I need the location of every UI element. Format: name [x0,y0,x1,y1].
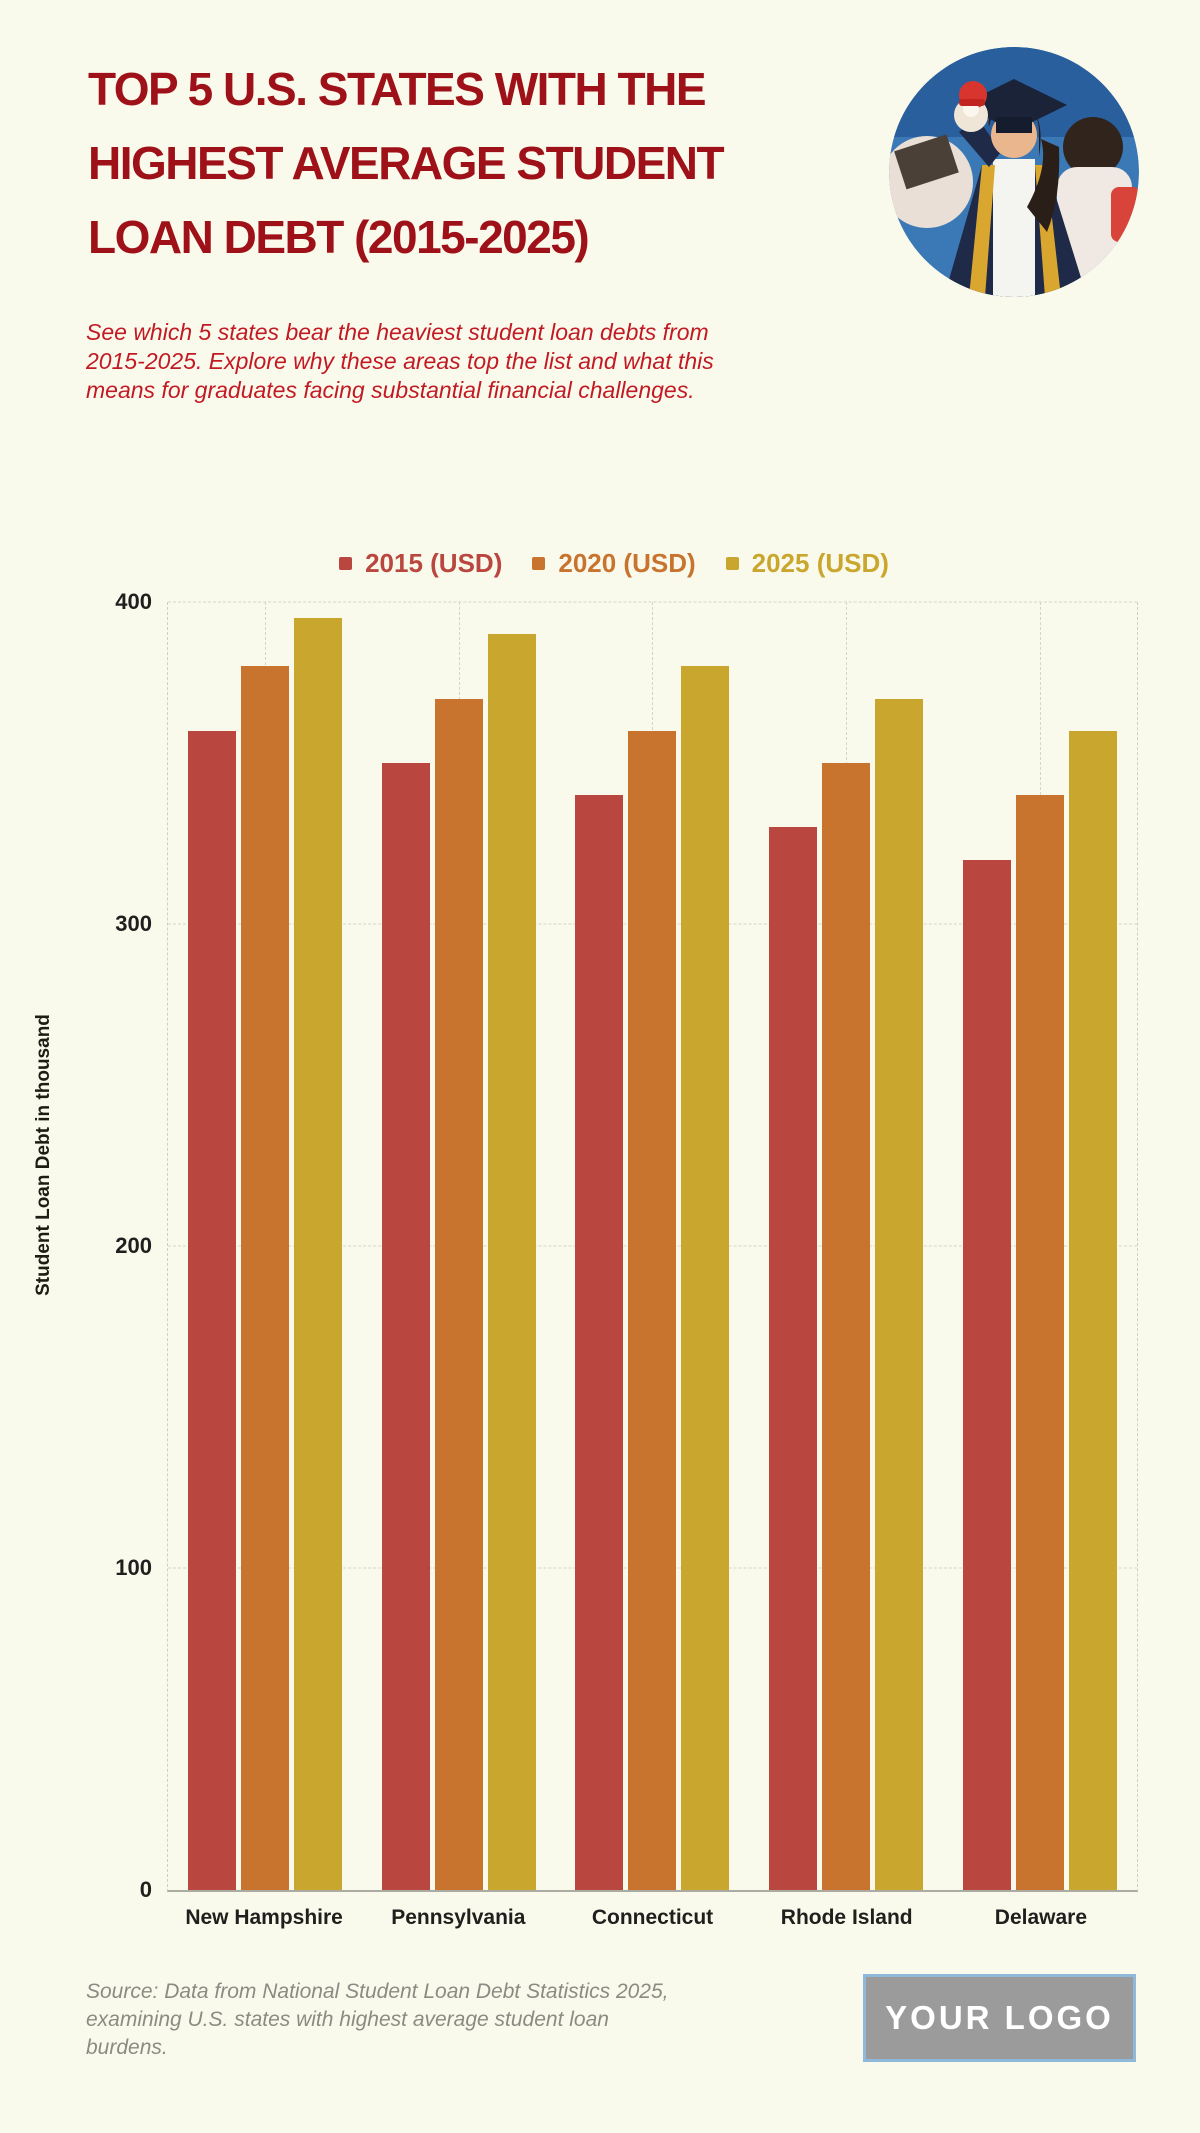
bar-new-hampshire-2015-usd [187,730,236,1890]
bar-connecticut-2015-usd [575,795,624,1890]
legend-item-2020-usd: 2020 (USD) [532,547,696,579]
bar-group-connecticut [556,602,750,1890]
bar-rhode-island-2015-usd [769,827,818,1890]
x-label-delaware: Delaware [994,1906,1088,1929]
y-tick-100: 100 [115,1555,152,1580]
chart-legend: 2015 (USD) 2020 (USD) 2025 (USD) [90,545,1138,581]
bar-group-delaware [943,602,1137,1890]
logo-placeholder: YOUR LOGO [863,1974,1136,2062]
bar-delaware-2020-usd [1016,795,1065,1890]
x-label-pennsylvania: Pennsylvania [391,1906,526,1929]
title-line-3: LOAN DEBT (2015-2025) [88,211,590,263]
x-label-rhode-island: Rhode Island [780,1906,913,1929]
bar-new-hampshire-2020-usd [240,666,289,1890]
bar-groups [168,602,1137,1890]
bar-delaware-2025-usd [1069,730,1118,1890]
bars-delaware [943,602,1137,1890]
y-axis-title: Student Loan Debt in thousand [33,1014,54,1296]
legend-swatch-icon [339,556,353,570]
bar-delaware-2015-usd [963,859,1012,1890]
bars-pennsylvania [362,602,556,1890]
bar-pennsylvania-2015-usd [381,763,430,1890]
bars-rhode-island [749,602,943,1890]
bar-rhode-island-2025-usd [875,698,924,1890]
bar-pennsylvania-2020-usd [434,698,483,1890]
bar-pennsylvania-2025-usd [487,634,536,1890]
x-axis-labels: New Hampshire Pennsylvania Connecticut Rhod… [167,1906,1138,1930]
legend-label: 2020 (USD) [558,547,696,578]
title-line-1: TOP 5 U.S. STATES WITH THE [88,63,707,115]
legend-label: 2015 (USD) [365,547,503,578]
bar-group-pennsylvania [362,602,556,1890]
bar-group-rhode-island [749,602,943,1890]
title-line-2: HIGHEST AVERAGE STUDENT [88,137,725,189]
y-tick-300: 300 [115,911,152,936]
legend-item-2025-usd: 2025 (USD) [725,547,889,579]
legend-item-2015-usd: 2015 (USD) [339,548,502,579]
legend-swatch-icon [532,556,546,570]
y-tick-400: 400 [115,589,152,614]
bar-chart-plot: 0 100 200 300 400 [115,589,1138,1902]
bar-group-new-hampshire [168,602,362,1890]
y-tick-0: 0 [139,1877,152,1902]
page-title: TOP 5 U.S. STATES WITH THE HIGHEST AVERA… [88,52,748,274]
legend-swatch-icon [725,556,739,570]
y-tick-200: 200 [115,1233,152,1258]
subtitle: See which 5 states bear the heaviest stu… [86,319,714,403]
source-note: Source: Data from National Student Loan … [86,1980,669,2059]
graduate-photo [889,47,1139,297]
bar-connecticut-2025-usd [681,666,730,1890]
bars-connecticut [556,602,750,1890]
bars-new-hampshire [168,602,362,1890]
bar-new-hampshire-2025-usd [293,618,342,1890]
x-label-connecticut: Connecticut [591,1906,714,1929]
x-label-new-hampshire: New Hampshire [185,1906,343,1929]
legend-label: 2025 (USD) [751,547,889,578]
bar-rhode-island-2020-usd [822,763,871,1890]
graduate-photo-illustration [889,47,1139,297]
logo-text: YOUR LOGO [885,1999,1114,2036]
bar-connecticut-2020-usd [628,730,677,1890]
